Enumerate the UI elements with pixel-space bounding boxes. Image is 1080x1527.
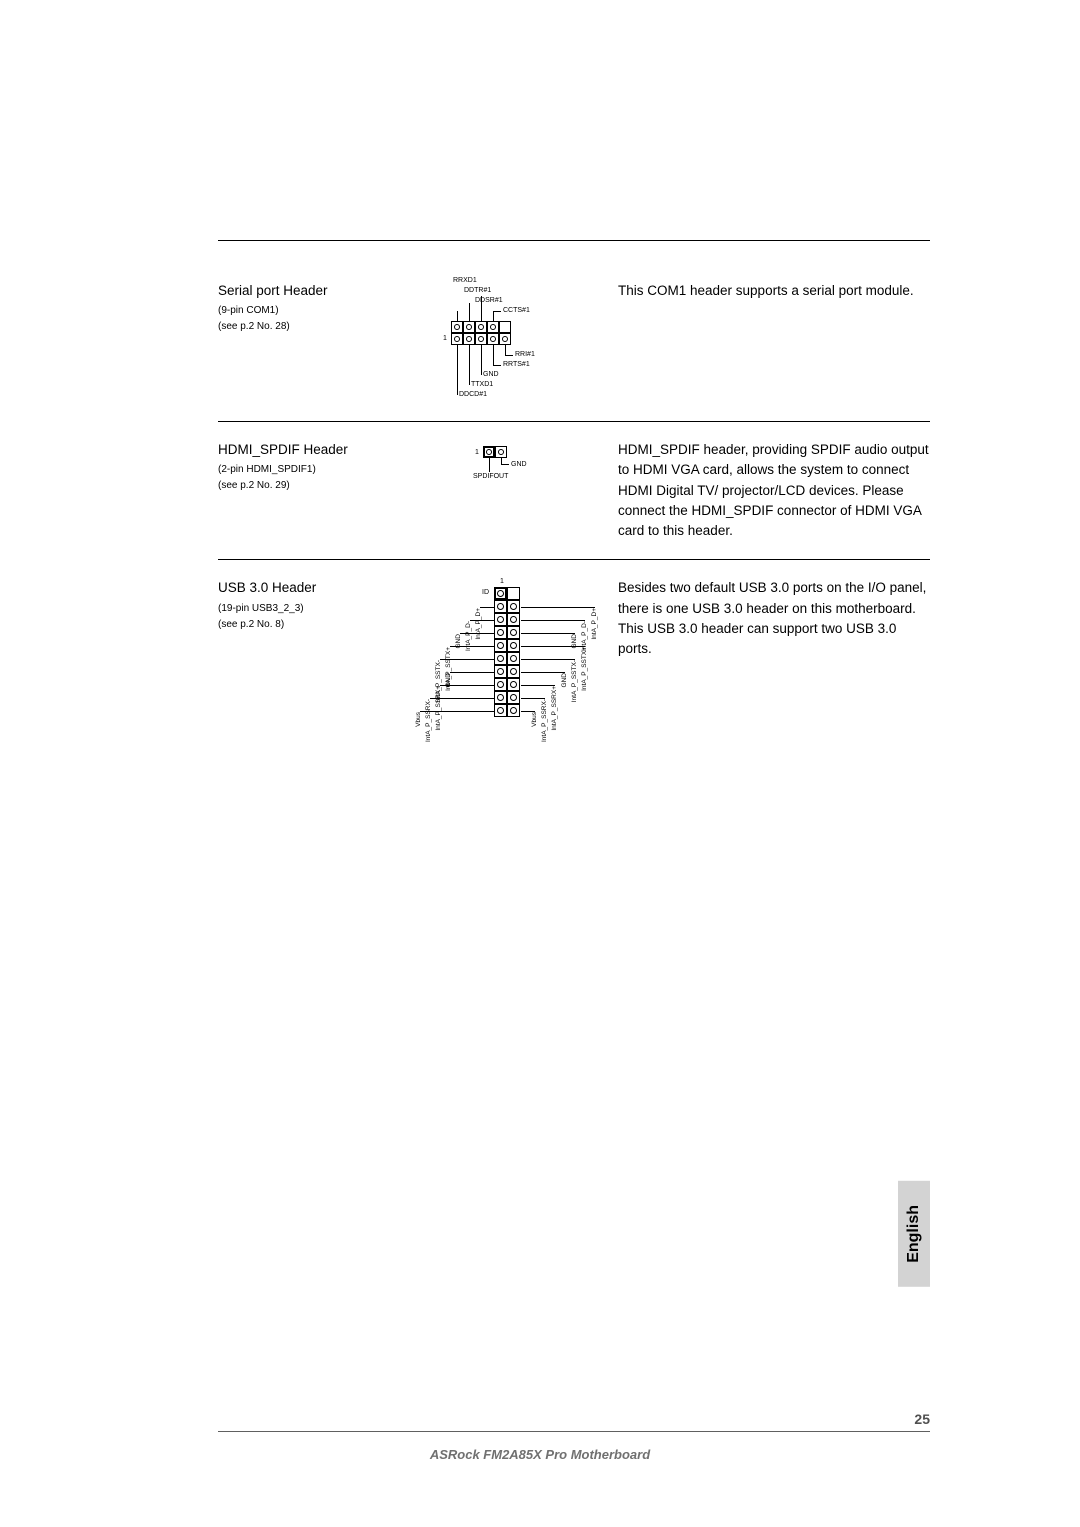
spdif-label-gnd: GND: [511, 461, 527, 468]
section-rule-1: [218, 421, 930, 422]
com-pin1-marker: 1: [443, 335, 447, 342]
hdmi-spdif-pinout-diagram: 1 GND SPDIFOUT: [463, 444, 543, 494]
tick: [521, 620, 585, 621]
usb-right-5: IntA_P_SSTX+: [580, 647, 590, 691]
tick: [521, 672, 565, 673]
spdif-pins: [483, 446, 507, 458]
top-rule: [218, 240, 930, 241]
tick: [469, 303, 470, 321]
tick: [450, 672, 494, 673]
com-label-ddsr1: DDSR#1: [475, 297, 503, 304]
usb-left-6: IntA_P_SSRX+: [434, 686, 444, 731]
usb-right-0: Vbus: [530, 712, 540, 727]
usb3-title: USB 3.0 Header: [218, 578, 388, 598]
bottom-rule-wrap: 25: [218, 1431, 930, 1433]
usb3-desc: Besides two default USB 3.0 ports on the…: [618, 578, 930, 659]
usb3-pin1-marker: 1: [500, 578, 504, 585]
page-number: 25: [904, 1411, 930, 1427]
serial-section: Serial port Header (9-pin COM1) (see p.2…: [218, 281, 930, 403]
tick: [521, 633, 575, 634]
usb-right-2: IntA_P_SSRX+: [550, 686, 560, 731]
com-pins-grid: [451, 321, 511, 345]
tick: [489, 458, 490, 472]
usb3-left-col: USB 3.0 Header (19-pin USB3_2_3) (see p.…: [218, 578, 388, 762]
tick: [457, 311, 458, 321]
usb-left-7: IntA_P_SSRX-: [424, 699, 434, 742]
com-label-rrts1: RRTS#1: [503, 361, 530, 368]
bottom-rule: [218, 1431, 930, 1433]
hdmi-sub2: (see p.2 No. 29): [218, 478, 388, 494]
tick: [521, 607, 595, 608]
tick: [505, 345, 506, 355]
language-tab: English: [898, 1181, 930, 1287]
hdmi-left-col: HDMI_SPDIF Header (2-pin HDMI_SPDIF1) (s…: [218, 440, 388, 541]
serial-desc: This COM1 header supports a serial port …: [618, 281, 930, 301]
tick: [493, 345, 494, 365]
com-label-ddcd1: DDCD#1: [459, 391, 487, 398]
usb3-desc-col: Besides two default USB 3.0 ports on the…: [618, 578, 930, 762]
page-container: Serial port Header (9-pin COM1) (see p.2…: [0, 0, 1080, 1527]
footer-text: ASRock FM2A85X Pro Motherboard: [430, 1447, 650, 1462]
usb3-sub2: (see p.2 No. 8): [218, 617, 388, 633]
com-label-rrxd1: RRXD1: [453, 277, 477, 284]
tick: [501, 464, 509, 465]
spdif-label-spdifout: SPDIFOUT: [473, 473, 508, 480]
tick: [493, 311, 501, 312]
usb3-section: USB 3.0 Header (19-pin USB3_2_3) (see p.…: [218, 578, 930, 762]
usb3-diagram-col: 1 ID: [408, 578, 598, 762]
serial-sub1: (9-pin COM1): [218, 303, 388, 319]
hdmi-desc-col: HDMI_SPDIF header, providing SPDIF audio…: [618, 440, 930, 541]
usb-right-1: IntA_P_SSRX-: [540, 699, 550, 742]
usb-right-6: GND: [570, 634, 580, 648]
usb-left-0: IntA_P_D+: [474, 608, 484, 640]
hdmi-title: HDMI_SPDIF Header: [218, 440, 388, 460]
serial-left-col: Serial port Header (9-pin COM1) (see p.2…: [218, 281, 388, 403]
hdmi-sub1: (2-pin HDMI_SPDIF1): [218, 462, 388, 478]
tick: [457, 345, 458, 395]
usb3-id-marker: ID: [482, 589, 489, 596]
section-rule-2: [218, 559, 930, 560]
usb3-pins-grid: [494, 587, 520, 717]
usb-right-4: IntA_P_SSTX-: [570, 660, 580, 702]
tick: [493, 365, 501, 366]
com-label-ccts1: CCTS#1: [503, 307, 530, 314]
usb-right-7: IntA_P_D-: [580, 621, 590, 651]
serial-desc-col: This COM1 header supports a serial port …: [618, 281, 930, 403]
tick: [521, 659, 575, 660]
hdmi-spdif-section: HDMI_SPDIF Header (2-pin HDMI_SPDIF1) (s…: [218, 440, 930, 541]
com-label-gnd: GND: [483, 371, 499, 378]
usb-left-1: IntA_P_D-: [464, 621, 474, 651]
usb3-sub1: (19-pin USB3_2_3): [218, 601, 388, 617]
serial-diagram-col: RRXD1 DDTR#1 DDSR#1 CCTS#1: [408, 281, 598, 403]
usb3-pinout-diagram: 1 ID: [408, 582, 598, 762]
com-label-rri1: RRI#1: [515, 351, 535, 358]
usb-left-2: GND: [454, 634, 464, 648]
usb-left-5: GND: [444, 673, 454, 687]
spdif-pin1-marker: 1: [475, 449, 479, 456]
usb-right-8: IntA_P_D+: [590, 608, 600, 640]
com-label-ttxd1: TTXD1: [471, 381, 493, 388]
com1-pinout-diagram: RRXD1 DDTR#1 DDSR#1 CCTS#1: [433, 283, 573, 403]
hdmi-desc: HDMI_SPDIF header, providing SPDIF audio…: [618, 440, 930, 541]
usb-right-3: GND: [560, 673, 570, 687]
tick: [469, 345, 470, 385]
usb-left-8: Vbus: [414, 712, 424, 727]
tick: [481, 345, 482, 375]
hdmi-diagram-col: 1 GND SPDIFOUT: [408, 440, 598, 541]
serial-sub2: (see p.2 No. 28): [218, 319, 388, 335]
tick: [493, 311, 494, 321]
tick: [505, 355, 513, 356]
serial-title: Serial port Header: [218, 281, 388, 301]
com-label-ddtr1: DDTR#1: [464, 287, 491, 294]
